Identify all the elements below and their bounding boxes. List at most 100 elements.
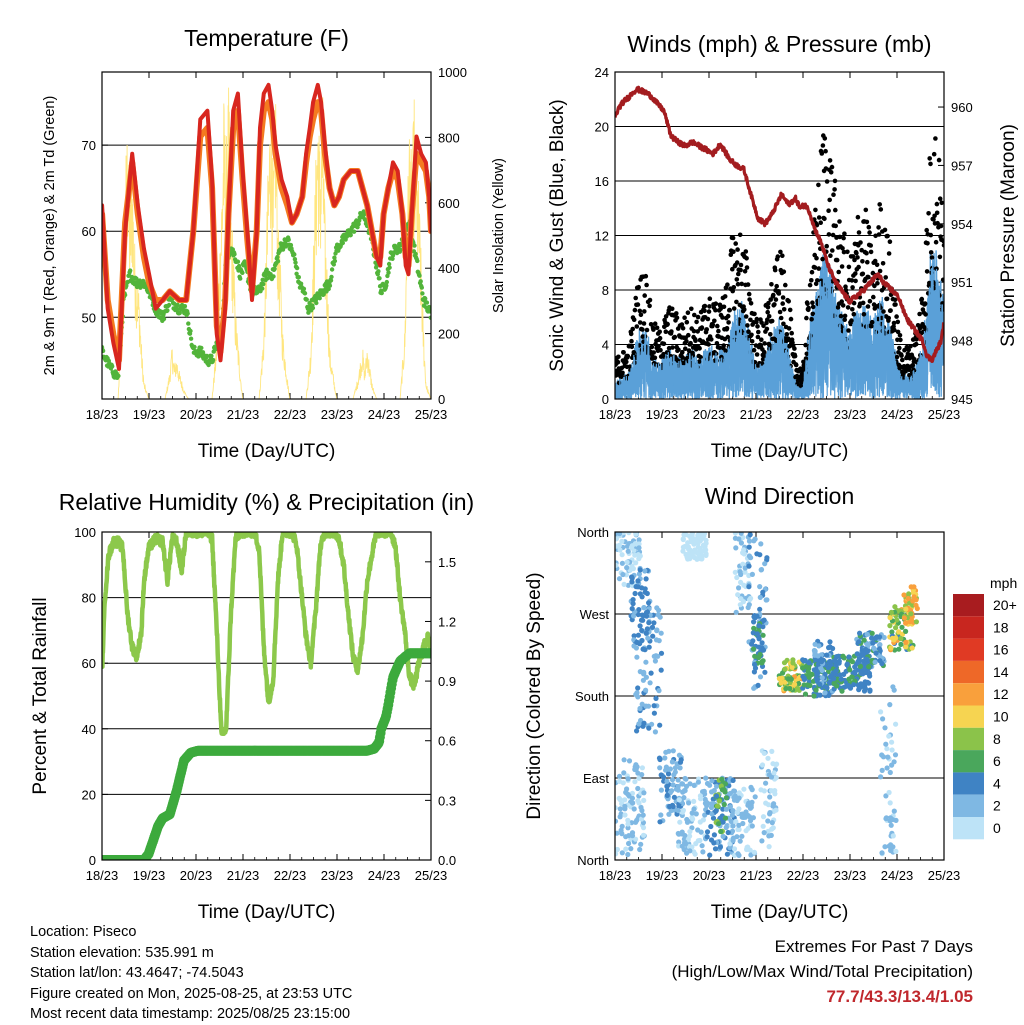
dewpoint-point <box>420 291 425 296</box>
direction-point <box>765 818 771 824</box>
gust-point <box>831 192 836 197</box>
direction-point <box>877 658 883 664</box>
direction-point <box>635 785 641 792</box>
gust-point <box>716 328 721 334</box>
gust-point <box>864 219 870 225</box>
direction-point <box>694 550 700 556</box>
gust-point <box>728 252 734 257</box>
gust-point <box>937 254 943 260</box>
direction-point <box>714 803 721 809</box>
y-right-tick-label: 600 <box>438 196 460 211</box>
gust-point <box>832 187 837 192</box>
gust-point <box>810 311 816 317</box>
colorbar-label: 0 <box>993 820 1001 836</box>
y-right-tick-label: 1.2 <box>438 614 456 629</box>
direction-point <box>646 600 652 606</box>
direction-point <box>735 826 741 833</box>
direction-point <box>625 851 631 858</box>
direction-point <box>760 823 766 829</box>
direction-point <box>827 644 833 650</box>
direction-point <box>876 642 883 648</box>
direction-point <box>630 566 637 572</box>
direction-point <box>773 762 779 768</box>
direction-point <box>887 702 893 708</box>
gust-point <box>633 295 638 301</box>
gust-point <box>744 265 750 270</box>
direction-point <box>624 786 630 792</box>
gust-point <box>730 288 735 294</box>
direction-point <box>657 819 663 825</box>
direction-point <box>656 688 662 694</box>
gust-point <box>691 328 697 334</box>
direction-point <box>637 567 643 573</box>
gust-point <box>922 301 928 306</box>
direction-point <box>873 635 879 641</box>
direction-point <box>637 623 643 629</box>
gust-point <box>706 342 711 347</box>
direction-point <box>840 653 846 659</box>
gust-point <box>919 296 925 302</box>
direction-point <box>863 646 869 653</box>
y-tick-label: 0 <box>89 853 96 868</box>
gust-point <box>839 264 845 269</box>
gust-point <box>637 320 643 325</box>
gust-point <box>648 322 654 327</box>
direction-point <box>770 825 776 831</box>
direction-point <box>899 624 905 630</box>
x-tick-label: 25/23 <box>928 407 961 422</box>
direction-point <box>652 729 659 735</box>
direction-point <box>750 815 757 821</box>
direction-point <box>802 691 809 697</box>
gust-point <box>925 241 930 246</box>
direction-point <box>710 800 716 806</box>
direction-point <box>633 560 639 566</box>
direction-point <box>767 810 773 816</box>
gust-point <box>658 347 663 353</box>
direction-point <box>619 552 625 558</box>
direction-point <box>759 762 766 768</box>
gust-point <box>748 301 754 306</box>
direction-point <box>645 635 651 641</box>
direction-point <box>884 765 890 771</box>
gust-point <box>876 225 881 230</box>
gust-point <box>695 314 701 320</box>
direction-point <box>616 778 623 785</box>
direction-point <box>646 725 652 731</box>
gust-point <box>868 243 873 248</box>
direction-point <box>664 784 670 790</box>
y-right-tick-label: 954 <box>951 217 973 232</box>
gust-point <box>898 337 903 343</box>
y-right-tick-label: 0.9 <box>438 674 456 689</box>
gust-point <box>886 251 892 256</box>
direction-point <box>634 654 640 660</box>
gust-point <box>642 309 647 314</box>
gust-point <box>830 232 836 238</box>
dewpoint-point <box>232 252 237 257</box>
x-tick-label: 19/23 <box>133 868 166 883</box>
gust-point <box>924 227 929 233</box>
gust-point <box>778 249 783 255</box>
gust-point <box>784 332 790 337</box>
extremes-box: Extremes For Past 7 Days (High/Low/Max W… <box>672 934 973 1009</box>
gust-point <box>863 207 869 213</box>
gust-point <box>822 136 828 141</box>
gust-point <box>721 343 726 348</box>
gust-point <box>652 355 658 361</box>
y-right-tick-label: 800 <box>438 130 460 145</box>
direction-point <box>640 825 647 831</box>
direction-point <box>671 794 678 800</box>
gust-point <box>876 232 882 237</box>
x-tick-label: 18/23 <box>599 407 632 422</box>
direction-point <box>858 684 864 690</box>
gust-point <box>766 300 771 306</box>
gust-point <box>905 363 910 369</box>
gust-point <box>934 266 939 272</box>
direction-point <box>779 675 785 681</box>
y-right-tick-label: 400 <box>438 261 460 276</box>
direction-point <box>619 823 625 830</box>
gust-point <box>621 350 626 355</box>
gust-point <box>932 213 937 219</box>
direction-point <box>869 635 875 641</box>
direction-point <box>641 720 647 726</box>
direction-point <box>705 800 711 806</box>
